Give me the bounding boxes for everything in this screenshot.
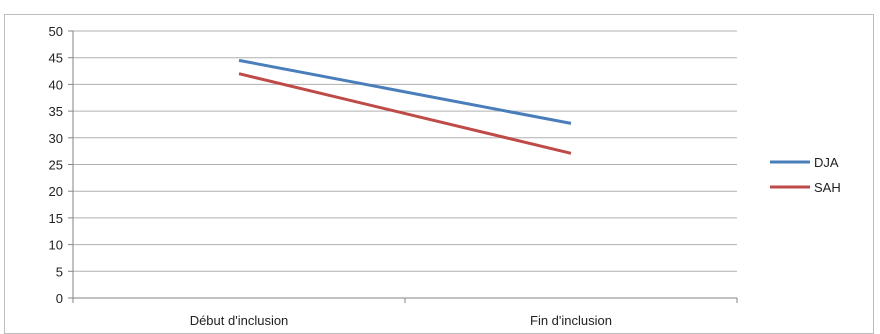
axes: 0 5 10 15 20 25 30 35 40 45 50 Début d'inclusion Fin… — [49, 24, 738, 328]
series-line-sah — [238, 72, 572, 155]
y-tick-label: 30 — [49, 131, 63, 146]
legend-label-dja: DJA — [814, 155, 839, 170]
series-line-dja — [238, 58, 572, 125]
chart-frame — [4, 14, 874, 334]
y-tick-label: 5 — [56, 264, 63, 279]
series-lines — [238, 58, 572, 155]
legend: DJA SAH — [770, 155, 841, 195]
y-tick-label: 10 — [49, 238, 63, 253]
y-tick-label: 15 — [49, 211, 63, 226]
y-tick-label: 25 — [49, 158, 63, 173]
x-tick-label: Fin d'inclusion — [530, 313, 612, 328]
y-tick-label: 45 — [49, 51, 63, 66]
y-tick-label: 0 — [56, 291, 63, 306]
y-tick-label: 20 — [49, 184, 63, 199]
y-tick-label: 50 — [49, 24, 63, 39]
y-tick-label: 35 — [49, 104, 63, 119]
x-tick-label: Début d'inclusion — [190, 313, 289, 328]
gridlines — [73, 30, 737, 272]
legend-label-sah: SAH — [814, 180, 841, 195]
y-tick-label: 40 — [49, 77, 63, 92]
